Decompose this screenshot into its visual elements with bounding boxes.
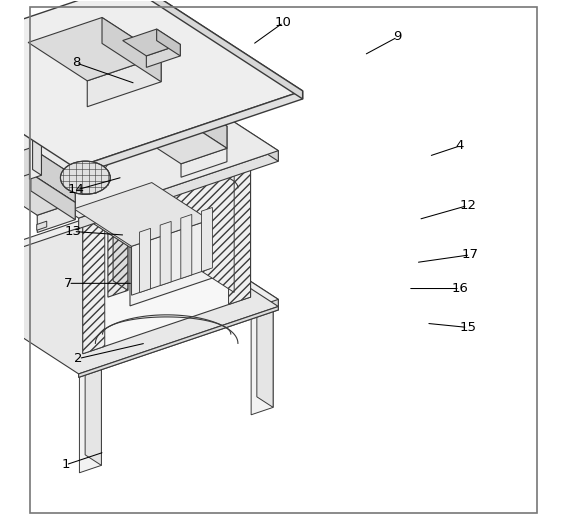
Text: 1: 1 — [61, 458, 70, 471]
Text: 2: 2 — [74, 352, 83, 365]
Text: 10: 10 — [275, 16, 292, 29]
Polygon shape — [131, 87, 234, 292]
Polygon shape — [208, 62, 217, 122]
Text: 17: 17 — [462, 249, 479, 262]
Ellipse shape — [61, 161, 110, 194]
Polygon shape — [126, 79, 251, 297]
Polygon shape — [181, 214, 192, 279]
Text: 4: 4 — [456, 139, 464, 152]
Polygon shape — [97, 257, 190, 344]
Polygon shape — [32, 116, 41, 175]
Polygon shape — [74, 183, 209, 246]
Polygon shape — [181, 148, 227, 177]
Polygon shape — [156, 29, 180, 56]
Polygon shape — [79, 306, 278, 378]
Text: 15: 15 — [459, 321, 476, 334]
Polygon shape — [257, 297, 273, 407]
Polygon shape — [204, 68, 217, 126]
Polygon shape — [139, 122, 227, 164]
Polygon shape — [79, 300, 278, 378]
Polygon shape — [124, 225, 146, 332]
Polygon shape — [139, 99, 227, 142]
Ellipse shape — [103, 356, 118, 361]
Polygon shape — [130, 216, 222, 306]
Polygon shape — [0, 0, 303, 168]
Polygon shape — [130, 215, 146, 325]
Polygon shape — [134, 0, 303, 99]
Polygon shape — [108, 88, 130, 149]
Polygon shape — [0, 55, 278, 218]
Polygon shape — [113, 77, 130, 142]
Text: 8: 8 — [72, 57, 81, 70]
Polygon shape — [185, 99, 227, 148]
Polygon shape — [108, 343, 124, 366]
Polygon shape — [160, 222, 171, 285]
Polygon shape — [78, 296, 190, 347]
Polygon shape — [79, 151, 278, 229]
Text: 9: 9 — [393, 31, 402, 44]
Polygon shape — [0, 148, 75, 189]
Polygon shape — [31, 148, 75, 202]
Text: 12: 12 — [459, 199, 476, 212]
Polygon shape — [0, 211, 278, 374]
Polygon shape — [130, 203, 278, 310]
Polygon shape — [83, 208, 105, 354]
Polygon shape — [79, 366, 101, 473]
Polygon shape — [28, 18, 161, 81]
Polygon shape — [122, 29, 180, 56]
Polygon shape — [75, 91, 303, 176]
Polygon shape — [201, 207, 213, 271]
Polygon shape — [83, 159, 251, 354]
Polygon shape — [102, 18, 161, 82]
Text: 16: 16 — [451, 282, 468, 295]
Text: 14: 14 — [67, 184, 84, 197]
Polygon shape — [251, 308, 273, 415]
Polygon shape — [139, 228, 150, 293]
Polygon shape — [154, 172, 222, 275]
Polygon shape — [229, 159, 251, 305]
Polygon shape — [132, 220, 209, 295]
Polygon shape — [85, 355, 101, 465]
Text: 13: 13 — [65, 225, 82, 238]
Polygon shape — [31, 174, 75, 219]
Polygon shape — [62, 172, 222, 248]
Polygon shape — [87, 56, 161, 107]
Polygon shape — [0, 203, 278, 367]
Polygon shape — [130, 55, 278, 161]
Polygon shape — [0, 174, 75, 215]
Polygon shape — [146, 44, 180, 68]
Polygon shape — [37, 202, 75, 232]
Polygon shape — [113, 142, 128, 290]
Polygon shape — [37, 176, 75, 215]
Polygon shape — [108, 152, 128, 297]
Polygon shape — [181, 126, 227, 164]
Polygon shape — [37, 221, 46, 230]
Polygon shape — [29, 122, 41, 179]
Text: 7: 7 — [64, 277, 73, 290]
